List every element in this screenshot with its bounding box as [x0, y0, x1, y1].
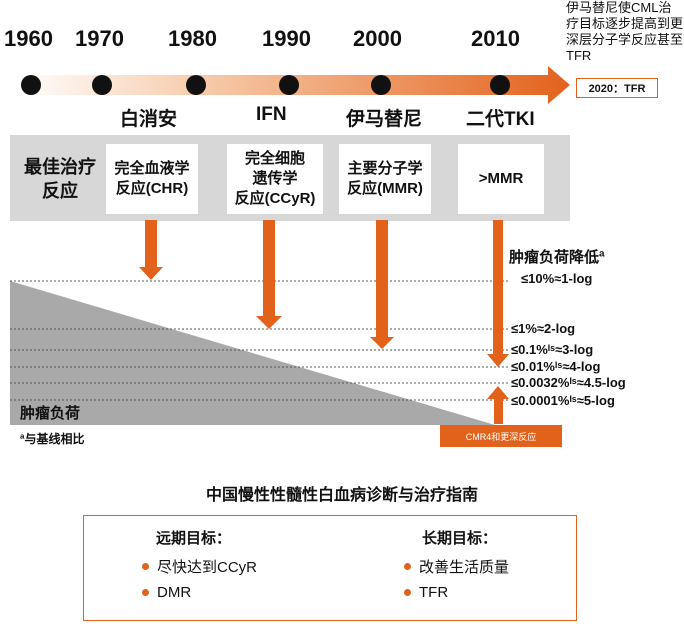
guideline-title: 中国慢性性髓性白血病诊断与治疗指南	[205, 487, 478, 504]
bullet-icon	[142, 563, 149, 570]
goal-text: 尽快达到CCyR	[157, 559, 257, 576]
year-1960: 1960	[4, 26, 53, 51]
arrow-down-greater-mmr	[487, 220, 509, 367]
level-1log: ≤10%≈1-log	[521, 271, 593, 286]
arrow-down-chr	[139, 220, 163, 280]
goal-text: DMR	[157, 584, 192, 601]
arrow-down-ccyr	[256, 220, 282, 329]
timeline-dot-1980	[186, 75, 206, 95]
level-4log: ≤0.01%ᴵˢ≈4-log	[511, 359, 601, 374]
year-2010: 2010	[471, 26, 520, 51]
drug-second-gen-tki: 二代TKI	[466, 109, 535, 130]
long-goal-item: 改善生活质量	[404, 556, 509, 577]
timeline-dot-1990	[279, 75, 299, 95]
year-1970: 1970	[75, 26, 124, 51]
year-1990: 1990	[262, 26, 311, 51]
arrow-up-cmr4	[487, 386, 509, 424]
card-greater-mmr: >MMR	[458, 144, 544, 214]
level-2log: ≤1%≈2-log	[511, 321, 576, 336]
timeline-arrow	[14, 66, 570, 104]
bullet-icon	[142, 589, 149, 596]
long-term-goal-item: 尽快达到CCyR	[142, 556, 257, 577]
drug-ifn: IFN	[256, 104, 287, 125]
arrow-down-mmr	[370, 220, 394, 349]
year-1980: 1980	[168, 26, 217, 51]
baseline-footnote: ª与基线相比	[20, 432, 85, 446]
level-3log: ≤0.1%ᴵˢ≈3-log	[511, 342, 594, 357]
goals-box: 远期目标： 尽快达到CCyR DMR 长期目标： 改善生活质量 TFR	[83, 515, 577, 621]
tumor-burden-graphic	[10, 220, 509, 425]
cmr4-label: CMR4和更深反应	[440, 425, 562, 447]
goal-text: 改善生活质量	[419, 559, 510, 576]
bullet-icon	[404, 589, 411, 596]
long-term-goal-heading: 远期目标：	[156, 530, 232, 547]
bullet-icon	[404, 563, 411, 570]
timeline-dot-1970	[92, 75, 112, 95]
drug-busulfan: 白消安	[120, 109, 178, 130]
card-ccyr: 完全细胞 遗传学 反应(CCyR)	[227, 144, 323, 214]
level-5log: ≤0.0001%ᴵˢ≈5-log	[511, 393, 615, 408]
long-goal-item: TFR	[404, 584, 448, 601]
level-4-5log: ≤0.0032%ᴵˢ≈4.5-log	[511, 375, 626, 390]
long-term-goal-item: DMR	[142, 584, 191, 601]
drug-imatinib: 伊马替尼	[346, 109, 423, 130]
burden-reduction-title: 肿瘤负荷降低ª	[509, 249, 605, 266]
tfr-2020-box: 2020：TFR	[576, 78, 658, 98]
best-response-label: 最佳治疗 反应	[24, 157, 96, 201]
long-goal-heading: 长期目标：	[422, 530, 498, 547]
goal-text: TFR	[419, 584, 449, 601]
timeline-dot-2000	[371, 75, 391, 95]
tumor-burden-label: 肿瘤负荷	[20, 405, 81, 422]
tumor-burden-wedge	[10, 281, 495, 425]
year-2000: 2000	[353, 26, 402, 51]
timeline-dot-2010	[490, 75, 510, 95]
timeline-dot-1960	[21, 75, 41, 95]
card-mmr: 主要分子学 反应(MMR)	[339, 144, 431, 214]
card-chr: 完全血液学 反应(CHR)	[106, 144, 198, 214]
imatinib-note: 伊马替尼使CML治疗目标逐步提高到更深层分子学反应甚至TFR	[566, 0, 684, 63]
